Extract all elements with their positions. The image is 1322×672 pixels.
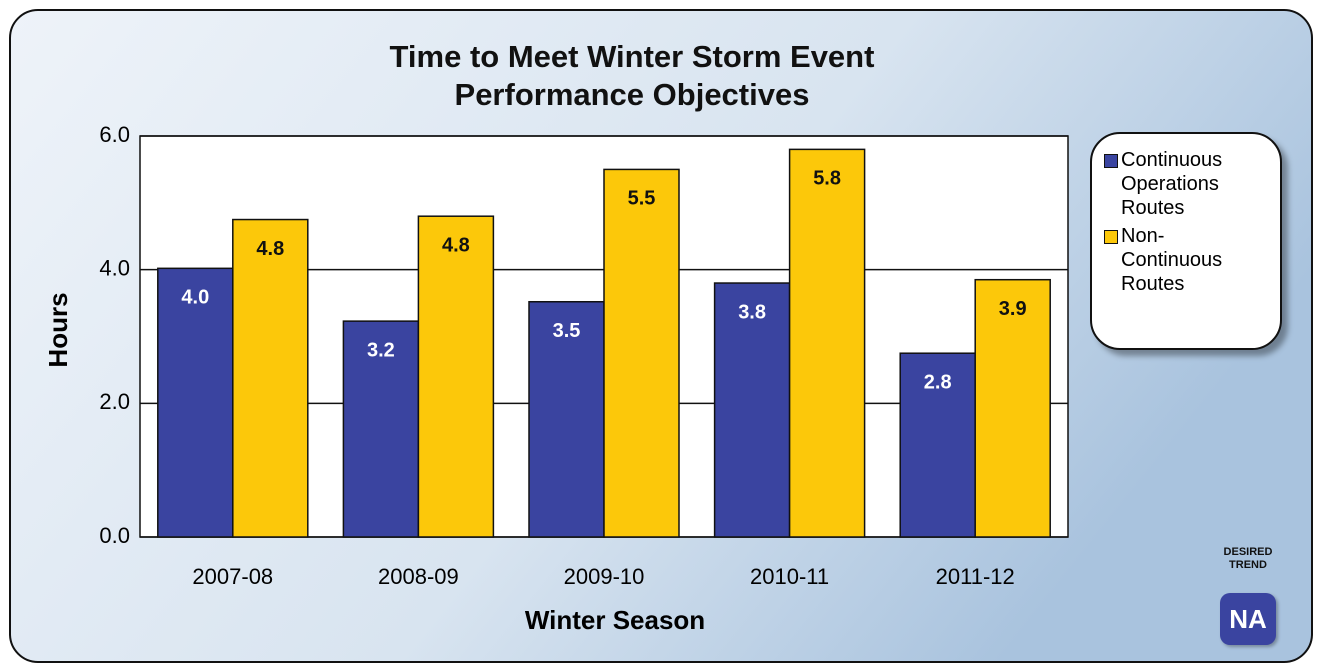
x-tick-label: 2010-11 (750, 564, 829, 589)
x-axis-label: Winter Season (525, 605, 705, 635)
legend-swatch (1104, 154, 1118, 168)
x-tick-label: 2009-10 (564, 564, 645, 589)
bar (417, 215, 495, 538)
data-label: 5.5 (628, 188, 656, 210)
trend-badge: NA (1220, 593, 1276, 645)
data-label: 3.5 (553, 320, 581, 342)
y-tick-label: 6.0 (99, 122, 130, 147)
legend-label: Non-Continuous Routes (1121, 225, 1223, 295)
x-tick-label: 2008-09 (378, 564, 459, 589)
y-tick-label: 2.0 (99, 389, 130, 414)
data-label: 5.8 (813, 168, 841, 190)
data-label: 4.8 (256, 238, 284, 260)
y-tick-label: 4.0 (99, 255, 130, 280)
y-axis-label: Hours (43, 292, 73, 367)
bar (157, 267, 234, 538)
bar (528, 300, 605, 538)
data-label: 3.8 (738, 301, 766, 323)
bar (232, 218, 309, 538)
bar (603, 168, 680, 538)
bar (974, 278, 1051, 538)
data-label: 3.9 (999, 298, 1027, 320)
chart-title: Time to Meet Winter Storm Event Performa… (389, 39, 875, 112)
x-tick-label: 2007-08 (192, 564, 273, 589)
y-tick-label: 0.0 (99, 523, 130, 548)
x-tick-label: 2011-12 (936, 564, 1015, 589)
legend-entry: Non-Continuous Routes (1104, 224, 1270, 296)
data-label: 4.0 (181, 287, 209, 309)
bar (342, 320, 420, 538)
bar (713, 282, 791, 538)
data-label: 4.8 (442, 234, 470, 256)
desired-trend: DESIRED TREND (1223, 546, 1273, 571)
bar (899, 352, 976, 538)
legend-entry: Continuous Operations Routes (1104, 148, 1270, 220)
legend-label: Continuous Operations Routes (1121, 149, 1223, 219)
data-label: 2.8 (924, 371, 952, 393)
legend: Continuous Operations Routes Non-Continuo… (1090, 132, 1282, 350)
data-label: 3.2 (367, 339, 395, 361)
bar (788, 148, 866, 538)
legend-swatch (1104, 230, 1118, 244)
